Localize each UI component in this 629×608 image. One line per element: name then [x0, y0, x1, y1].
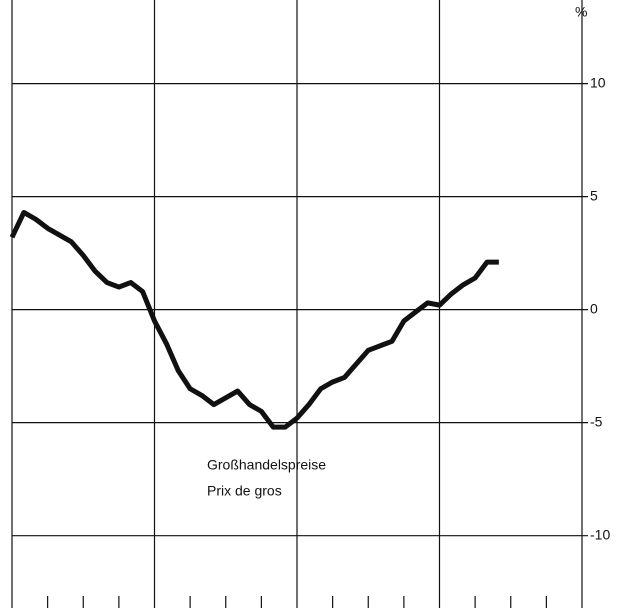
y-tick-label: 0 [590, 300, 598, 316]
annotation: Großhandelspreise [207, 457, 326, 473]
line [9, 209, 499, 430]
annotation: Prix de gros [207, 483, 282, 499]
y-tick-label: 10 [590, 74, 606, 90]
y-tick-label: -10 [590, 526, 610, 542]
y-tick-label: 5 [590, 187, 598, 203]
y-tick-label: -5 [590, 413, 603, 429]
y-unit: % [575, 4, 587, 20]
